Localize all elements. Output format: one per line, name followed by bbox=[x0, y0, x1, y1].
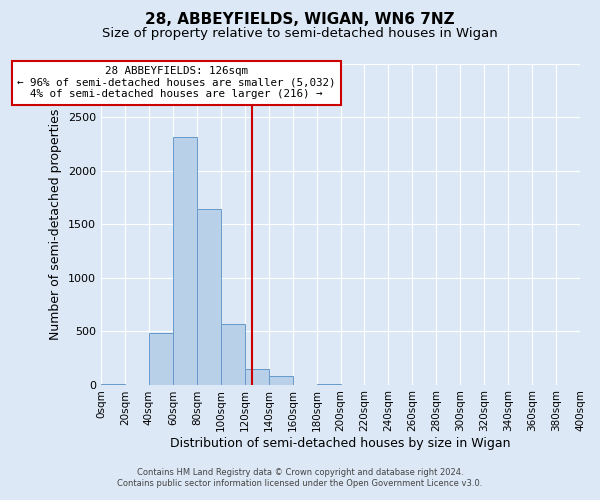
Bar bbox=[173, 136, 197, 384]
Text: Contains HM Land Registry data © Crown copyright and database right 2024.
Contai: Contains HM Land Registry data © Crown c… bbox=[118, 468, 482, 487]
Bar bbox=[245, 368, 269, 384]
Bar bbox=[221, 324, 245, 384]
Text: 28 ABBEYFIELDS: 126sqm
← 96% of semi-detached houses are smaller (5,032)
4% of s: 28 ABBEYFIELDS: 126sqm ← 96% of semi-det… bbox=[17, 66, 336, 100]
Y-axis label: Number of semi-detached properties: Number of semi-detached properties bbox=[49, 108, 62, 340]
Bar bbox=[269, 376, 293, 384]
X-axis label: Distribution of semi-detached houses by size in Wigan: Distribution of semi-detached houses by … bbox=[170, 437, 511, 450]
Bar bbox=[197, 210, 221, 384]
Bar bbox=[149, 334, 173, 384]
Text: 28, ABBEYFIELDS, WIGAN, WN6 7NZ: 28, ABBEYFIELDS, WIGAN, WN6 7NZ bbox=[145, 12, 455, 28]
Text: Size of property relative to semi-detached houses in Wigan: Size of property relative to semi-detach… bbox=[102, 28, 498, 40]
